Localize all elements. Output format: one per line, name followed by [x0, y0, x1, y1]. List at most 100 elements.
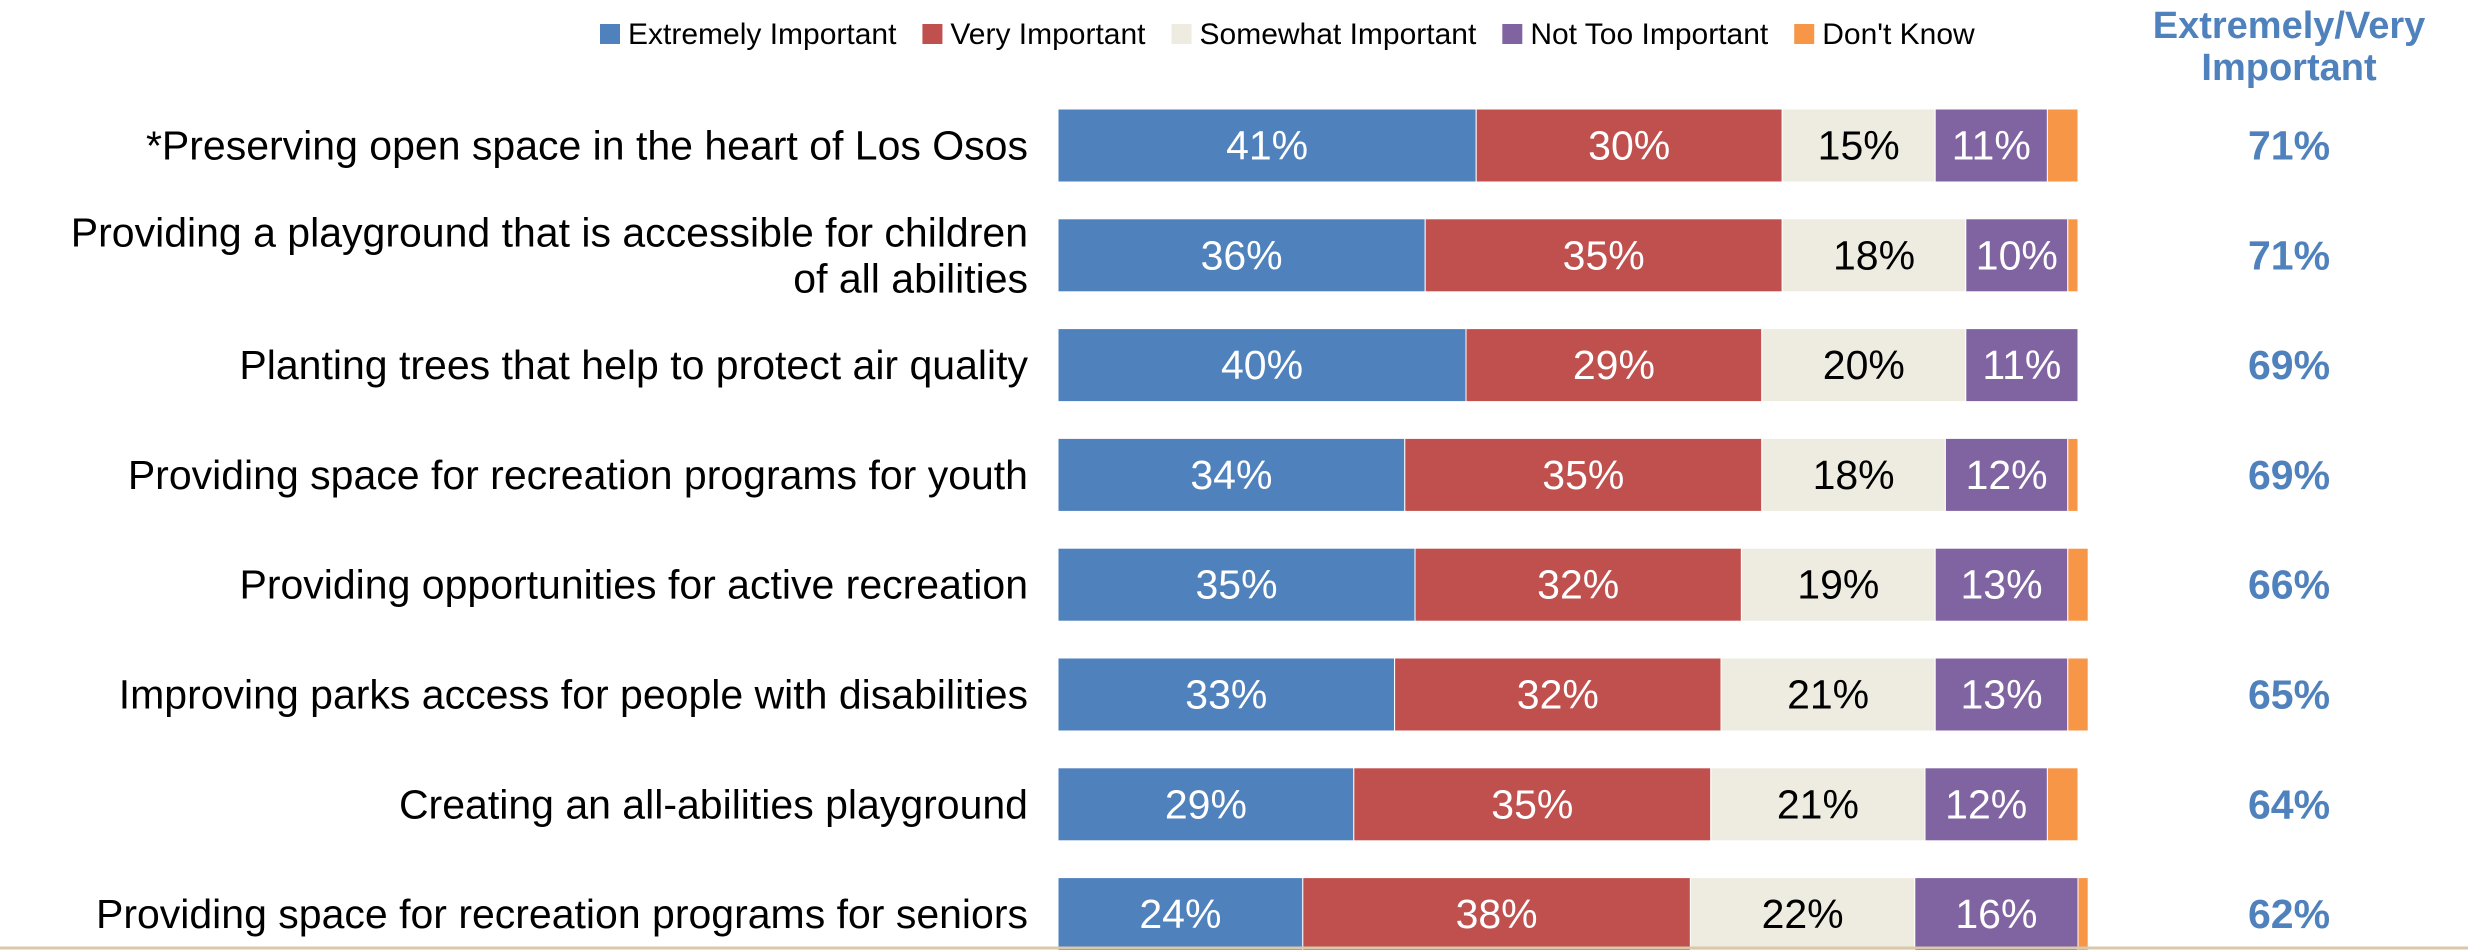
bar-segment-very-important-2 — [1424, 218, 1783, 293]
bar-row-6: 33% 32% 21% 13% — [1057, 657, 2089, 732]
category-label-line: Providing a playground that is accessibl… — [71, 209, 1028, 255]
bar-segment-don-t-know-2 — [2067, 218, 2079, 293]
bar-segment-extremely-important-1 — [1057, 108, 1477, 183]
category-label-2: Providing a playground that is accessibl… — [71, 209, 1028, 301]
legend-label-extremely-important: Extremely Important — [628, 18, 897, 51]
bar-row-2: 36% 35% 18% 10% — [1057, 218, 2079, 293]
bar-segment-don-t-know-4 — [2067, 437, 2079, 512]
bar-segment-somewhat-important-8 — [1689, 877, 1916, 950]
bars-area: 41% 30% 15% 11%36% 35% 18% 10%40% 29% 20% 11%34% 3… — [1057, 108, 2089, 950]
bar-segment-extremely-important-6 — [1057, 657, 1396, 732]
data-label-somewhat-important-3: 20% — [1823, 342, 1905, 388]
category-label-5: Providing opportunities for active recre… — [239, 562, 1028, 608]
data-label-somewhat-important-1: 15% — [1818, 123, 1900, 169]
category-label-8: Providing space for recreation programs … — [96, 891, 1028, 937]
data-label-somewhat-important-5: 19% — [1797, 562, 1879, 608]
bar-row-5: 35% 32% 19% 13% — [1057, 547, 2089, 622]
total-value-4: 69% — [2248, 452, 2330, 498]
category-labels: *Preserving open space in the heart of L… — [71, 123, 1029, 938]
bar-segment-extremely-important-2 — [1057, 218, 1426, 293]
data-label-extremely-important-8: 24% — [1139, 891, 1221, 937]
total-value-1: 71% — [2248, 123, 2330, 169]
bar-segment-extremely-important-7 — [1057, 767, 1355, 842]
data-label-somewhat-important-4: 18% — [1813, 452, 1895, 498]
bar-segment-very-important-3 — [1465, 328, 1763, 403]
category-label-line: Creating an all-abilities playground — [399, 781, 1028, 827]
bar-segment-very-important-6 — [1394, 657, 1722, 732]
bar-segment-very-important-5 — [1414, 547, 1742, 622]
bar-segment-not-too-important-1 — [1934, 108, 2048, 183]
data-label-extremely-important-3: 40% — [1221, 342, 1303, 388]
total-value-7: 64% — [2248, 781, 2330, 827]
data-label-extremely-important-1: 41% — [1226, 123, 1308, 169]
legend-swatch-very-important — [922, 24, 943, 44]
data-label-very-important-1: 30% — [1588, 123, 1670, 169]
legend-label-very-important: Very Important — [950, 18, 1146, 51]
legend-label-don-t-know: Don't Know — [1822, 18, 1975, 51]
category-label-line: Providing space for recreation programs … — [128, 452, 1028, 498]
total-value-5: 66% — [2248, 562, 2330, 608]
bar-segment-extremely-important-4 — [1057, 437, 1406, 512]
data-label-very-important-6: 32% — [1517, 672, 1599, 718]
bar-segment-don-t-know-5 — [2067, 547, 2089, 622]
data-label-very-important-2: 35% — [1563, 232, 1645, 278]
total-value-6: 65% — [2248, 672, 2330, 718]
category-label-1: *Preserving open space in the heart of L… — [146, 123, 1028, 169]
legend-swatch-extremely-important — [600, 24, 620, 44]
data-label-not-too-important-3: 11% — [1982, 342, 2061, 388]
bar-segment-somewhat-important-4 — [1761, 437, 1946, 512]
bar-row-8: 24% 38% 22% 16% — [1057, 877, 2089, 950]
bar-segment-somewhat-important-1 — [1781, 108, 1936, 183]
bar-segment-very-important-1 — [1475, 108, 1783, 183]
data-label-somewhat-important-6: 21% — [1787, 672, 1869, 718]
data-label-extremely-important-7: 29% — [1165, 781, 1247, 827]
chart-legend: Extremely Important Very Important Somewha… — [600, 18, 1975, 51]
bar-segment-very-important-4 — [1404, 437, 1763, 512]
data-label-extremely-important-4: 34% — [1190, 452, 1272, 498]
data-label-not-too-important-6: 13% — [1960, 672, 2042, 718]
bar-row-7: 29% 35% 21% 12% — [1057, 767, 2079, 842]
bar-row-4: 34% 35% 18% 12% — [1057, 437, 2079, 512]
data-label-somewhat-important-2: 18% — [1833, 232, 1915, 278]
totals-header-line-1: Extremely/Very — [2153, 5, 2426, 47]
bar-segment-very-important-8 — [1302, 877, 1691, 950]
data-label-not-too-important-2: 10% — [1976, 232, 2058, 278]
data-label-extremely-important-6: 33% — [1185, 672, 1267, 718]
data-label-very-important-4: 35% — [1542, 452, 1624, 498]
bar-segment-not-too-important-5 — [1934, 547, 2069, 622]
data-label-somewhat-important-7: 21% — [1777, 781, 1859, 827]
category-label-4: Providing space for recreation programs … — [128, 452, 1028, 498]
bar-segment-not-too-important-2 — [1965, 218, 2069, 293]
bar-row-1: 41% 30% 15% 11% — [1057, 108, 2079, 183]
bar-segment-not-too-important-4 — [1944, 437, 2069, 512]
bar-segment-somewhat-important-6 — [1720, 657, 1936, 732]
legend-label-somewhat-important: Somewhat Important — [1200, 18, 1477, 51]
category-label-7: Creating an all-abilities playground — [399, 781, 1028, 827]
totals-column: 71% 71% 69% 69% 66% 65% 64% 62% — [2248, 123, 2330, 938]
data-label-not-too-important-5: 13% — [1960, 562, 2042, 608]
category-label-line: of all abilities — [793, 255, 1028, 301]
data-label-not-too-important-7: 12% — [1945, 781, 2027, 827]
legend-label-not-too-important: Not Too Important — [1530, 18, 1769, 51]
legend-swatch-not-too-important — [1502, 24, 1523, 44]
category-label-line: *Preserving open space in the heart of L… — [146, 123, 1028, 169]
bar-segment-extremely-important-8 — [1057, 877, 1304, 950]
total-value-2: 71% — [2248, 232, 2330, 278]
category-label-line: Providing opportunities for active recre… — [239, 562, 1028, 608]
total-value-3: 69% — [2248, 342, 2330, 388]
bar-segment-somewhat-important-5 — [1740, 547, 1936, 622]
data-label-not-too-important-1: 11% — [1952, 123, 2031, 169]
bar-segment-somewhat-important-2 — [1781, 218, 1967, 293]
data-label-very-important-3: 29% — [1573, 342, 1655, 388]
bar-segment-extremely-important-5 — [1057, 547, 1416, 622]
data-label-not-too-important-8: 16% — [1955, 891, 2037, 937]
bar-segment-not-too-important-3 — [1965, 328, 2079, 403]
bar-segment-not-too-important-8 — [1914, 877, 2079, 950]
data-label-somewhat-important-8: 22% — [1762, 891, 1844, 937]
data-label-not-too-important-4: 12% — [1966, 452, 2048, 498]
category-label-6: Improving parks access for people with d… — [119, 672, 1028, 718]
bar-segment-not-too-important-7 — [1924, 767, 2048, 842]
category-label-3: Planting trees that help to protect air … — [239, 342, 1028, 388]
bar-segment-don-t-know-6 — [2067, 657, 2089, 732]
